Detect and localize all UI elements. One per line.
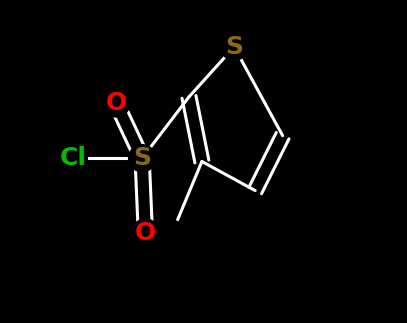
Text: S: S [133,146,151,170]
Circle shape [129,145,156,172]
Circle shape [132,219,159,246]
Text: Cl: Cl [60,146,87,170]
Circle shape [221,33,248,60]
Text: O: O [106,91,127,115]
Text: O: O [135,221,156,245]
Text: S: S [225,35,243,59]
Circle shape [103,90,130,117]
Circle shape [60,145,87,172]
